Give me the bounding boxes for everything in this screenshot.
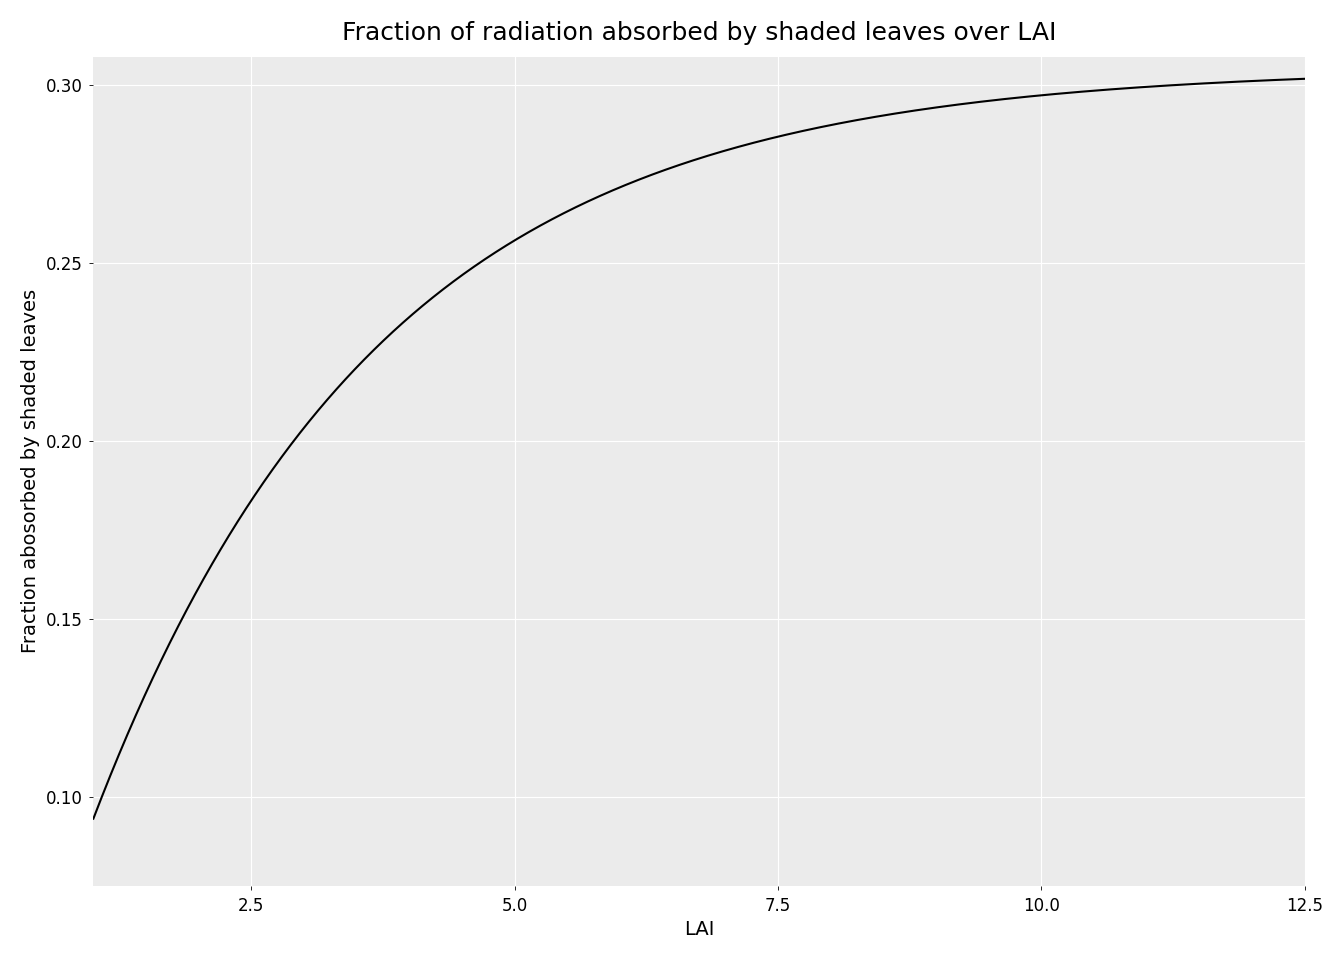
X-axis label: LAI: LAI [684,921,714,939]
Y-axis label: Fraction abosorbed by shaded leaves: Fraction abosorbed by shaded leaves [22,289,40,653]
Title: Fraction of radiation absorbed by shaded leaves over LAI: Fraction of radiation absorbed by shaded… [341,21,1056,45]
